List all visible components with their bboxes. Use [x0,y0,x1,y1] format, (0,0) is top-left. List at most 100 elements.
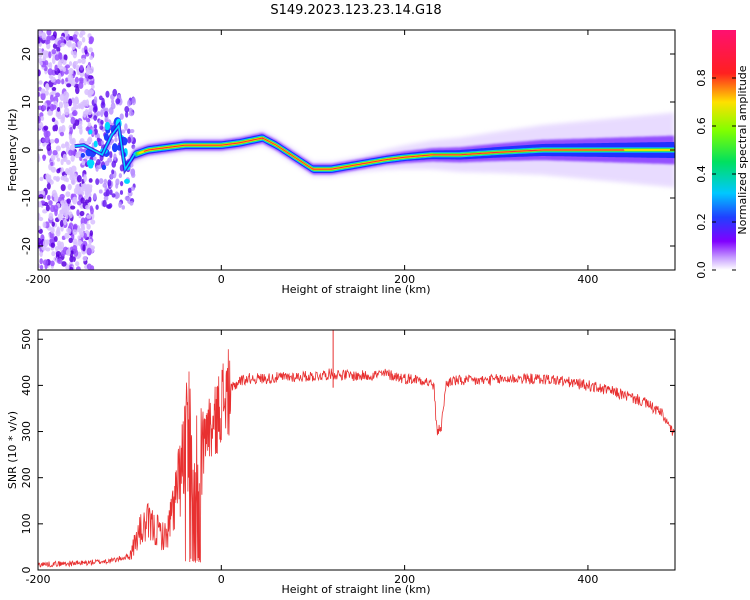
spectrogram-noise-speck [66,83,72,88]
spectrogram-noise-speck [42,209,48,214]
spectrogram-noise-speck [80,231,84,238]
spectrogram-noise-speck [68,133,73,141]
spectrogram-noise-speck [45,247,51,252]
spectrogram-noise-speck [124,123,128,131]
spectrogram-noise-speck [77,124,83,130]
spectrogram-noise-speck [59,219,64,228]
spectrogram-noise-speck [72,196,78,205]
spectrogram-noise-speck [60,175,65,181]
snr-x-tick-label: -200 [26,573,51,586]
spectrogram-hot-spot [86,159,95,167]
spectrogram-noise-speck [118,201,122,208]
spectrogram-hot-spot [124,178,130,184]
spectrogram-noise-speck [46,30,52,36]
spectrogram-noise-speck [38,142,41,148]
spectrogram-noise-speck [60,143,66,149]
spectrogram-noise-speck [70,178,76,185]
spectrogram-noise-speck [42,239,49,248]
spectrogram-noise-speck [65,177,69,183]
spectrogram-noise-speck [112,88,118,97]
spectrogram-noise-speck [93,115,98,121]
spectrogram-noise-speck [77,103,82,109]
spectrogram-noise-speck [105,189,110,197]
spectrogram-noise-speck [59,131,65,137]
spectrogram-noise-speck [87,75,94,80]
spectrogram-noise-speck [50,226,55,234]
spectrogram-noise-speck [61,113,66,121]
spectrogram-noise-speck [44,60,49,66]
spectrogram-noise-speck [70,116,76,125]
spectrogram-y-tick-label: 0 [20,147,33,154]
spectrogram-noise-speck [52,150,58,156]
spectrogram-noise-speck [78,81,84,89]
spectrogram-noise-speck [71,245,78,252]
spectrogram-noise-speck [54,64,58,72]
spectrogram-noise-speck [121,129,126,134]
spectrogram-noise-speck [88,178,93,183]
spectrogram-noise-speck [72,122,76,130]
spectrogram-noise-speck [70,150,77,156]
spectrogram-noise-speck [63,91,69,100]
spectrogram-noise-speck [92,156,97,161]
spectrogram-noise-speck [88,39,93,45]
spectrogram-noise-speck [51,56,56,65]
spectrogram-noise-speck [38,147,42,152]
spectrogram-noise-speck [90,219,96,225]
spectrogram-noise-speck [75,86,80,95]
spectrogram-noise-speck [109,189,113,196]
spectrogram-noise-speck [61,203,67,212]
spectrogram-noise-speck [85,118,91,123]
spectrogram-noise-speck [64,141,69,147]
spectrogram-noise-speck [51,189,57,198]
spectrogram-noise-speck [46,35,52,42]
spectrogram-y-tick-label: 10 [20,95,33,109]
spectrogram-noise-speck [95,204,99,210]
spectrogram-panel: -200 0 200 400 -20 -10 0 10 20 Height of straigh… [6,29,676,296]
spectrogram-noise-speck [45,204,50,212]
spectrogram-noise-speck [38,155,41,163]
snr-x-tick-label: 400 [577,573,598,586]
spectrogram-noise-speck [39,61,43,66]
spectrogram-noise-speck [69,255,74,263]
spectrogram-noise-speck [38,80,43,85]
spectrogram-noise-speck [101,97,105,106]
spectrogram-x-tick-label: -200 [26,273,51,286]
spectrogram-x-tick-label: 400 [577,273,598,286]
spectrogram-noise-speck [124,106,130,113]
spectrogram-noise-speck [85,204,90,210]
spectrogram-hot-spot [104,121,111,131]
spectrogram-noise-speck [98,189,103,194]
spectrogram-noise-speck [71,111,77,116]
colorbar-tick-label: 0.6 [695,117,708,135]
spectrogram-noise-speck [86,214,92,219]
spectrogram-noise-speck [107,179,112,187]
spectrogram-noise-speck [56,226,61,235]
spectrogram-noise-speck [42,50,48,55]
spectrogram-noise-speck [39,251,43,257]
spectrogram-noise-speck [50,161,54,166]
spectrogram-noise-speck [70,165,77,173]
spectrogram-noise-speck [96,111,101,117]
spectrogram-noise-speck [81,36,86,43]
spectrogram-noise-speck [42,221,47,228]
spectrogram-noise-speck [115,183,119,189]
spectrogram-hot-spot [88,129,93,135]
spectrogram-noise-speck [46,182,51,190]
spectrogram-noise-speck [66,159,71,165]
spectrogram-noise-speck [72,62,77,69]
spectrogram-noise-speck [51,251,56,257]
spectrogram-noise-speck [127,136,132,144]
spectrogram-noise-speck [51,104,57,110]
spectrogram-noise-speck [65,191,71,198]
spectrogram-noise-speck [115,98,121,105]
colorbar-tick-label: 0.2 [695,213,708,231]
snr-background [38,330,675,570]
spectrogram-noise-speck [57,72,62,80]
spectrogram-noise-speck [100,119,104,125]
spectrogram-noise-speck [57,258,63,264]
spectrogram-noise-speck [119,113,124,120]
spectrogram-noise-speck [88,89,95,95]
spectrogram-noise-speck [77,58,82,64]
spectrogram-noise-speck [113,153,117,161]
spectrogram-noise-speck [48,178,53,183]
